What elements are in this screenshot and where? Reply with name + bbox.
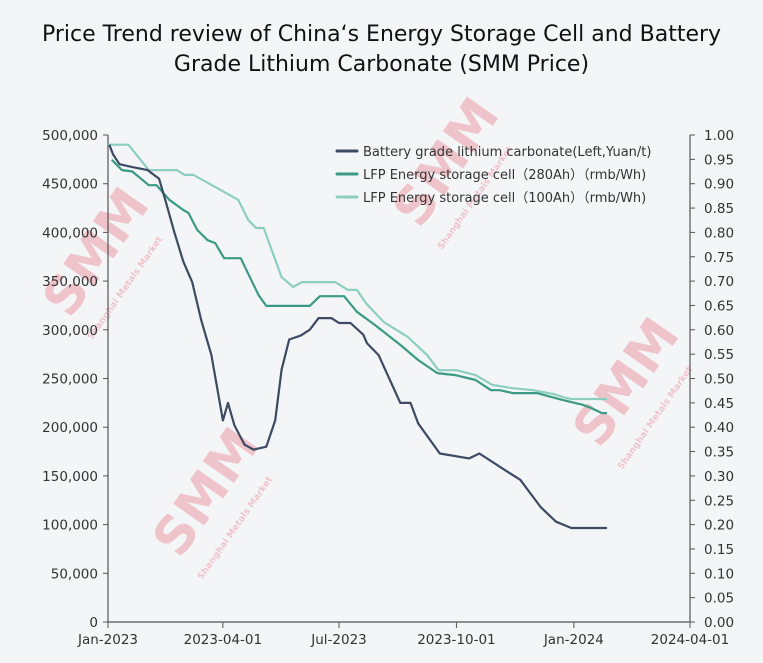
left-tick-label: 200,000 [42,420,98,436]
right-tick-label: 0.15 [704,542,734,558]
right-tick-label: 0.40 [704,420,734,436]
legend-label: LFP Energy storage cell（280Ah）（rmb/Wh) [363,168,646,183]
right-tick-label: 0.65 [704,298,734,314]
right-tick-label: 0.10 [704,566,734,582]
left-tick-label: 400,000 [42,225,98,241]
left-tick-label: 300,000 [42,323,98,339]
left-tick-label: 450,000 [42,177,98,193]
watermark-logo: SMM [561,308,691,458]
x-tick-label: Jul-2023 [310,632,367,648]
right-tick-label: 0.35 [704,445,734,461]
right-tick-label: 0.45 [704,396,734,412]
watermark-logo: SMM [141,418,271,568]
chart-title: Price Trend review of China‘s Energy Sto… [0,20,763,80]
left-tick-label: 500,000 [42,128,98,144]
right-tick-label: 0.95 [704,152,734,168]
right-tick-label: 0.50 [704,372,734,388]
right-tick-label: 0.30 [704,469,734,485]
left-tick-label: 150,000 [42,469,98,485]
chart-title-line1: Price Trend review of China‘s Energy Sto… [41,22,722,47]
right-tick-label: 0.80 [704,225,734,241]
left-tick-label: 250,000 [42,372,98,388]
right-tick-label: 0.85 [704,201,734,217]
x-tick-label: Jan-2024 [543,632,604,648]
series-line-right [108,143,607,401]
left-tick-label: 0 [89,615,98,631]
legend-label: LFP Energy storage cell（100Ah）（rmb/Wh) [363,191,646,206]
x-tick-label: Jan-2023 [77,632,138,648]
chart-title-line2: Grade Lithium Carbonate (SMM Price) [173,52,590,77]
right-tick-label: 0.55 [704,347,734,363]
left-tick-label: 350,000 [42,274,98,290]
right-tick-label: 0.75 [704,250,734,266]
series-line-right [111,159,607,415]
right-tick-label: 0.05 [704,591,734,607]
watermark-logo: SMM [31,178,161,328]
legend-label: Battery grade lithium carbonate(Left,Yua… [363,145,651,160]
left-tick-label: 50,000 [51,566,98,582]
right-tick-label: 0.90 [704,177,734,193]
left-tick-label: 100,000 [42,518,98,534]
series-line-left [108,144,607,530]
right-tick-label: 0.60 [704,323,734,339]
x-tick-label: 2024-04-01 [651,632,729,648]
right-tick-label: 0.70 [704,274,734,290]
right-tick-label: 0.00 [704,615,734,631]
right-tick-label: 1.00 [704,128,734,144]
right-tick-label: 0.25 [704,493,734,509]
watermark-logo: SMM [381,88,511,238]
x-tick-label: 2023-04-01 [184,632,262,648]
x-tick-label: 2023-10-01 [417,632,495,648]
right-tick-label: 0.20 [704,518,734,534]
